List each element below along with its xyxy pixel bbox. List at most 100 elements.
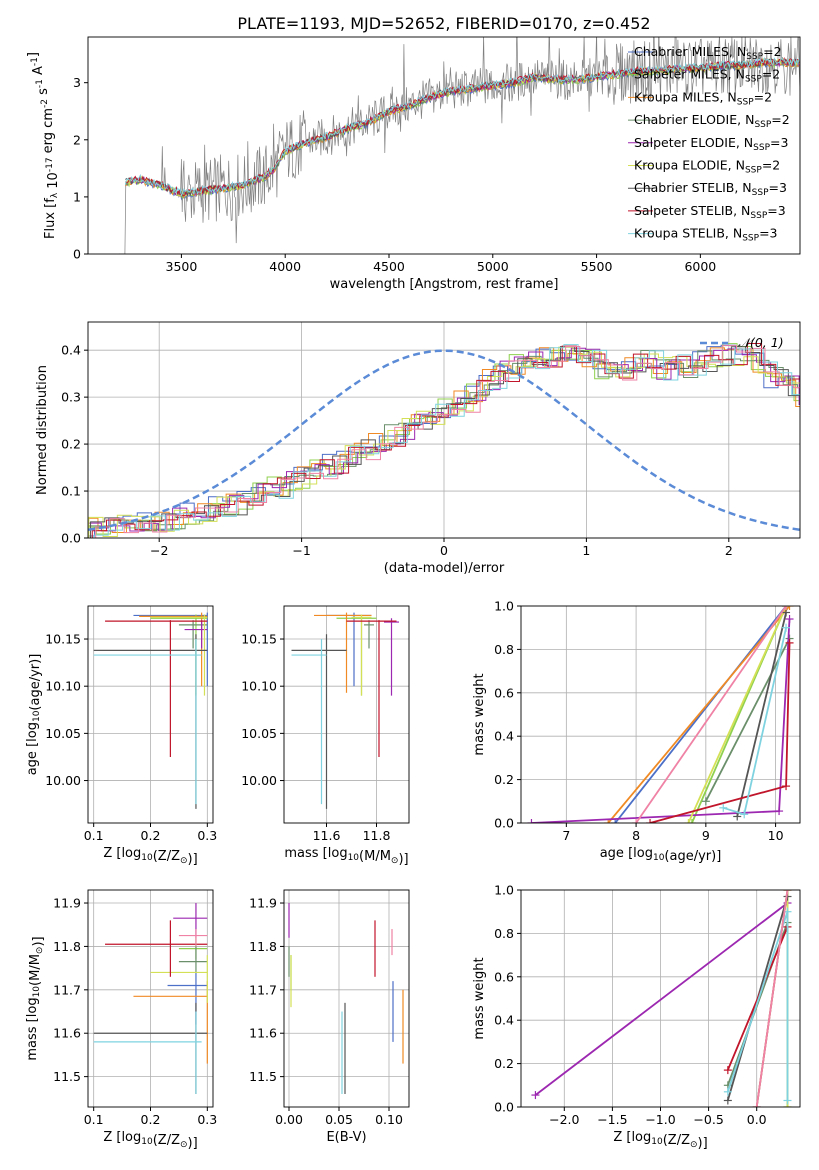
label-part: -1 xyxy=(30,57,40,66)
y-tick-label: 0.0 xyxy=(61,531,81,546)
label-part: Z [ xyxy=(103,1130,121,1145)
label-part: (Z/Z xyxy=(153,1133,180,1148)
charts: 3500 4000 4500 5000 5500 6000 0 1 2 3 wavelength [… xyxy=(25,36,801,1151)
legend-label: Kroupa ELODIE, NSSP=2 xyxy=(634,158,780,176)
y-tick-label: 11.8 xyxy=(53,939,81,954)
y-tick-label: 10.10 xyxy=(45,679,81,694)
legend-text: =3 xyxy=(769,180,787,195)
y-tick-label: 11.5 xyxy=(249,1069,277,1084)
model-line-kroupa-stelib xyxy=(124,56,800,197)
y-tick-label: 10.00 xyxy=(241,773,277,788)
label-part: (M/M xyxy=(28,954,43,986)
y-axis-label: mass weight xyxy=(472,673,487,755)
axes-frame xyxy=(283,889,410,1108)
legend-text: Chabrier ELODIE, N xyxy=(634,112,754,127)
weight-line-salpeter-stelib xyxy=(726,926,789,1071)
x-tick-label: −1 xyxy=(292,543,310,558)
axes-frame xyxy=(520,605,801,824)
x-tick-label: 0.3 xyxy=(197,828,217,843)
y-tick-label: 0.2 xyxy=(494,772,514,787)
x-tick-label: −0.5 xyxy=(693,1112,723,1127)
label-part: Flux [f xyxy=(43,198,58,239)
x-axis-label: (data-model)/error xyxy=(384,561,505,576)
y-tick-label: 3 xyxy=(73,75,81,90)
x-tick-label: 11.8 xyxy=(363,828,391,843)
y-tick-label: 1.0 xyxy=(494,599,514,614)
plot-area xyxy=(93,612,208,809)
y-tick-label: 0.8 xyxy=(494,642,514,657)
label-subscript: 10 xyxy=(32,710,42,722)
y-axis-label: Normed distribution xyxy=(35,365,50,495)
weight-line-pink xyxy=(755,890,789,1107)
x-axis-label: Z [log10(Z/Z⊙)] xyxy=(613,1130,707,1151)
x-tick-label: 0.1 xyxy=(84,828,104,843)
x-tick-label: −2 xyxy=(150,543,168,558)
label-part: -2 xyxy=(40,99,50,108)
legend-label: Salpeter ELODIE, NSSP=3 xyxy=(634,135,788,153)
label-part: -1 xyxy=(35,79,45,88)
x-tick-label: 0.10 xyxy=(375,1112,403,1127)
label-part: 10 xyxy=(46,172,61,193)
legend-text: Salpeter ELODIE, N xyxy=(634,135,753,150)
y-tick-label: 10.15 xyxy=(241,632,277,647)
label-part: log xyxy=(121,846,141,861)
plot-area xyxy=(288,903,404,1094)
label-part: )] xyxy=(188,1136,198,1151)
label-part: Z [ xyxy=(613,1130,631,1145)
panel-age-vs-mass: 11.6 11.8 10.00 10.05 10.10 10.15 mass [log10(… xyxy=(241,605,410,867)
data-spectrum-line xyxy=(119,37,800,254)
y-tick-label: 0.3 xyxy=(61,390,81,405)
x-tick-label: −2.0 xyxy=(549,1112,579,1127)
legend: 𝒩(0, 1) xyxy=(700,335,784,350)
label-part: ⊙ xyxy=(35,947,45,955)
x-tick-label: 11.6 xyxy=(313,828,341,843)
label-part: erg cm xyxy=(41,108,56,157)
y-tick-label: 0.2 xyxy=(61,437,81,452)
weight-line-salpeter-stelib xyxy=(649,642,791,823)
y-tick-label: 0.4 xyxy=(61,343,81,358)
x-tick-label: 1 xyxy=(582,543,590,558)
x-tick-label: 4000 xyxy=(269,259,301,274)
weight-line-chabrier-stelib xyxy=(736,612,787,817)
histogram-step-chabrier-stelib xyxy=(90,346,800,538)
label-part: ⊙ xyxy=(391,856,399,866)
x-tick-label: 3500 xyxy=(166,259,198,274)
y-tick-label: 10.10 xyxy=(241,679,277,694)
y-tick-label: 0.6 xyxy=(494,685,514,700)
label-part: log xyxy=(25,722,40,742)
x-tick-label: 5000 xyxy=(477,259,509,274)
label-part: ⊙ xyxy=(180,1140,188,1150)
histogram-step-kroupa-stelib xyxy=(93,344,800,538)
legend-text: Chabrier STELIB, N xyxy=(634,180,752,195)
weight-line-salpeter-elodie xyxy=(534,902,789,1096)
legend-subscript: SSP xyxy=(753,143,770,153)
histogram-step-kroupa-elodie xyxy=(88,346,800,538)
x-tick-label: 8 xyxy=(632,828,640,843)
x-tick-label: 7 xyxy=(562,828,570,843)
x-tick-label: 0 xyxy=(440,543,448,558)
legend-text: =2 xyxy=(771,112,789,127)
legend-label: Chabrier ELODIE, NSSP=2 xyxy=(634,112,790,130)
legend-text: =2 xyxy=(762,158,780,173)
label-part: )] xyxy=(698,1136,708,1151)
legend-subscript: SSP xyxy=(750,211,767,221)
histogram-step-salpeter-miles xyxy=(88,343,800,535)
y-axis-label: Flux [fλ 10-17 erg cm-2 s-1 A-1] xyxy=(26,52,61,239)
x-tick-label: 2 xyxy=(725,543,733,558)
label-subscript: 10 xyxy=(651,1137,663,1147)
x-tick-label: 0.3 xyxy=(197,1112,217,1127)
y-tick-label: 11.6 xyxy=(53,1026,81,1041)
label-subscript: 10 xyxy=(32,986,42,998)
legend-label: Salpeter STELIB, NSSP=3 xyxy=(634,203,786,221)
legend-subscript: SSP xyxy=(737,97,754,107)
label-part: )] xyxy=(188,852,198,867)
legend-text: =3 xyxy=(770,135,788,150)
panel-mass-weight-vs-z: −2.0 −1.5 −1.0 −0.5 0.0 0.0 0.2 0.4 0.6 0.8 1.0 Z [… xyxy=(472,883,801,1151)
label-part: mass weight xyxy=(472,673,487,755)
label-part: Z [ xyxy=(103,846,121,861)
x-tick-label: 0.2 xyxy=(141,1112,161,1127)
y-tick-label: 0.8 xyxy=(494,926,514,941)
